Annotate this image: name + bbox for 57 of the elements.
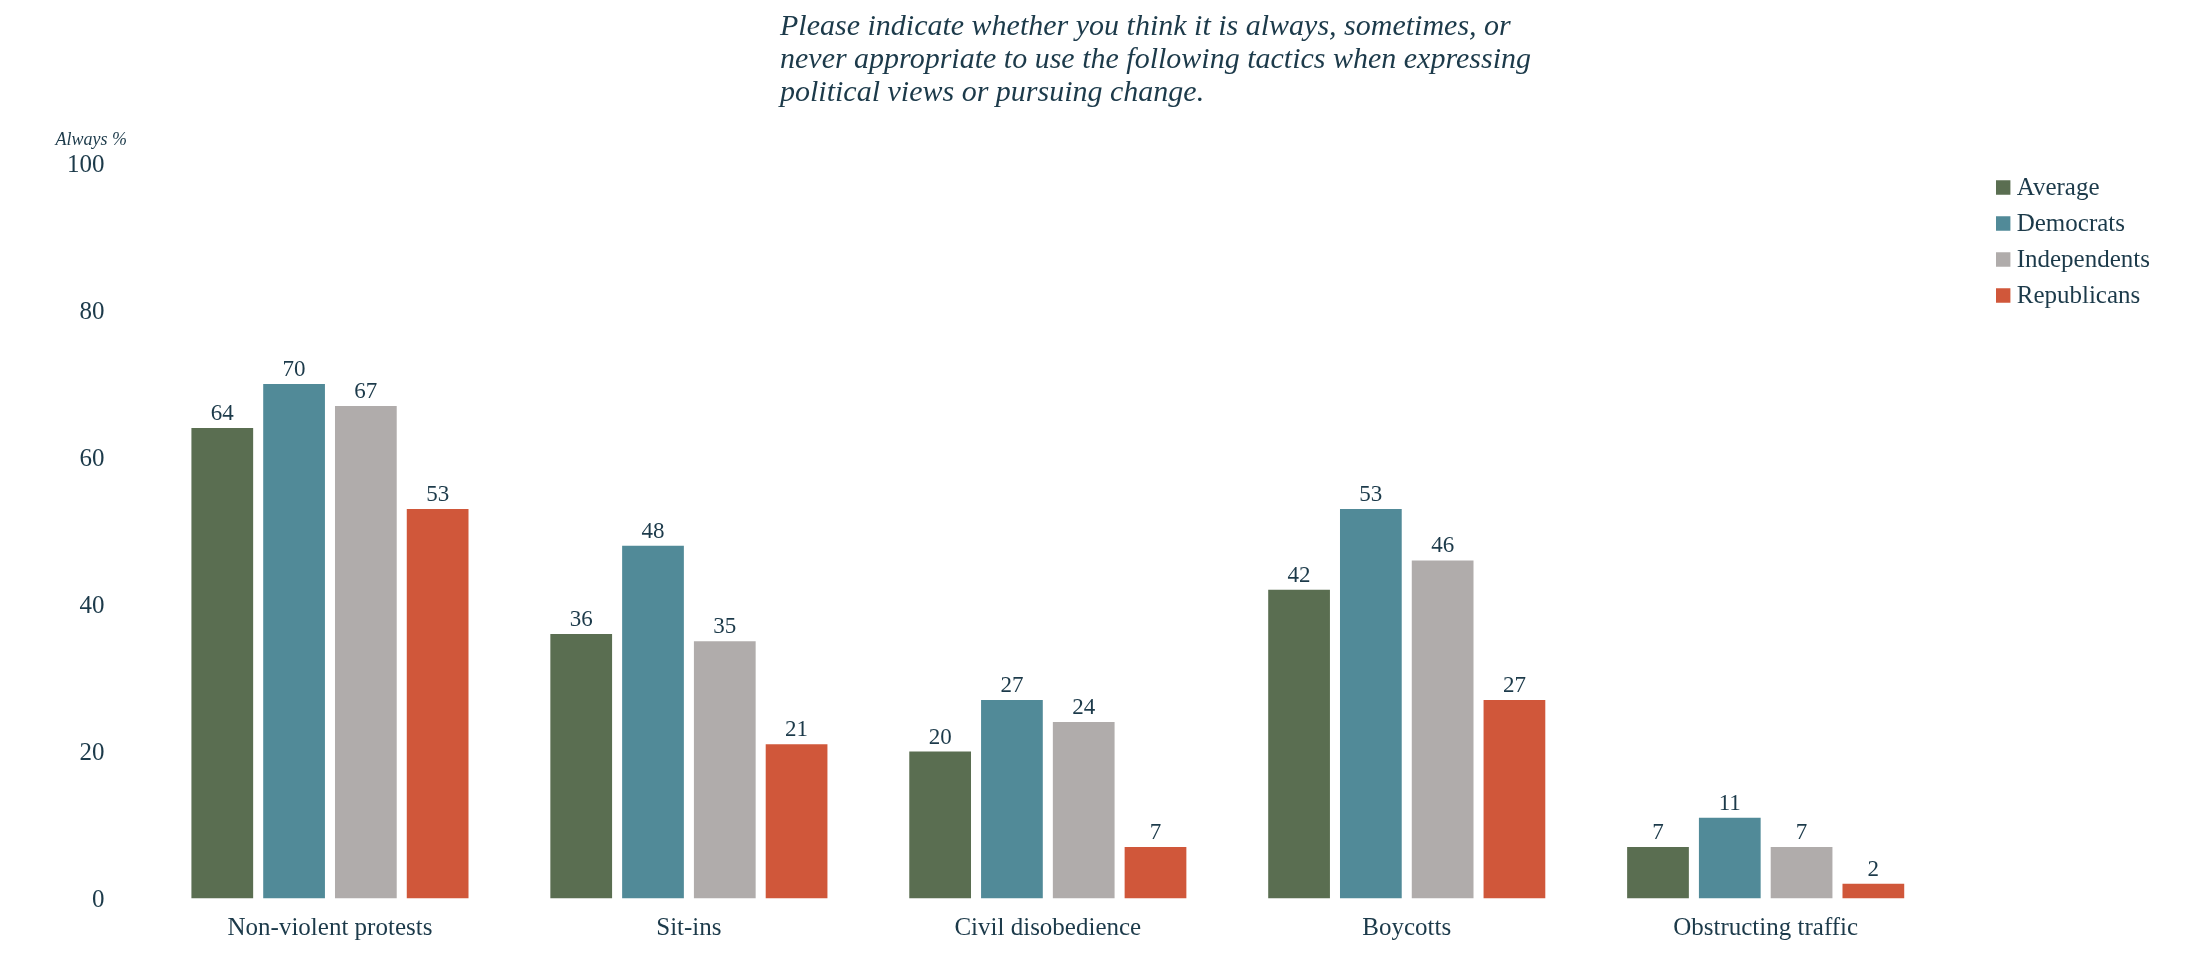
- data-label: 48: [641, 517, 665, 543]
- bar: [1842, 883, 1905, 899]
- y-tick-label: 60: [79, 444, 105, 471]
- bar: [765, 744, 828, 899]
- y-tick-label: 20: [79, 738, 105, 765]
- bar: [1052, 722, 1115, 899]
- bar: [1698, 817, 1761, 899]
- data-label: 24: [1072, 694, 1096, 720]
- bar: [1268, 589, 1330, 899]
- y-tick-label: 100: [67, 150, 105, 177]
- x-tick-label: Obstructing traffic: [1673, 912, 1859, 940]
- data-label: 2: [1867, 855, 1880, 881]
- chart-title: Please indicate whether you think it is always, sometimes, or never appropriate to use the following tactics when expressing political views or pursuing change.: [778, 7, 1531, 107]
- bar: [1339, 508, 1402, 899]
- bar: [622, 545, 684, 899]
- bar: [693, 641, 756, 899]
- y-tick-label: 0: [92, 885, 105, 912]
- bar: [1124, 847, 1187, 899]
- bar: [1770, 847, 1833, 899]
- bar: [263, 384, 325, 899]
- x-tick-label: Sit-ins: [656, 912, 722, 940]
- data-label: 27: [1502, 672, 1526, 698]
- bar: [909, 751, 972, 899]
- data-label: 36: [569, 605, 593, 631]
- x-tick-label: Non-violent protests: [227, 912, 433, 940]
- data-label: 21: [785, 716, 809, 742]
- y-axis-title: Always %: [54, 128, 127, 149]
- bar: [334, 406, 397, 899]
- data-label: 70: [282, 356, 306, 381]
- bar: [1627, 847, 1689, 899]
- data-label: 27: [1000, 672, 1024, 698]
- legend-label: Average: [2016, 173, 2100, 201]
- x-tick-label: Civil disobedience: [954, 912, 1142, 940]
- bar: [406, 508, 469, 899]
- bar: [191, 428, 254, 899]
- data-label: 46: [1431, 532, 1455, 558]
- legend-label: Independents: [2016, 245, 2150, 273]
- legend-label: Democrats: [2016, 209, 2125, 237]
- bar: [981, 700, 1043, 899]
- bar: [1483, 700, 1546, 899]
- data-label: 7: [1795, 819, 1808, 845]
- data-label: 20: [928, 723, 952, 749]
- data-label: 64: [210, 400, 235, 426]
- y-tick-label: 80: [79, 297, 105, 324]
- bar: [1411, 560, 1474, 899]
- data-label: 7: [1149, 819, 1162, 845]
- data-label: 42: [1287, 561, 1311, 587]
- bar: [550, 633, 613, 899]
- y-tick-label: 40: [79, 591, 105, 618]
- data-label: 53: [1359, 480, 1383, 506]
- data-label: 7: [1652, 819, 1664, 845]
- x-tick-label: Boycotts: [1362, 912, 1452, 940]
- data-label: 11: [1718, 789, 1741, 815]
- legend-label: Republicans: [2016, 281, 2141, 309]
- data-label: 53: [426, 480, 450, 506]
- data-label: 35: [713, 613, 737, 639]
- data-label: 67: [354, 378, 378, 404]
